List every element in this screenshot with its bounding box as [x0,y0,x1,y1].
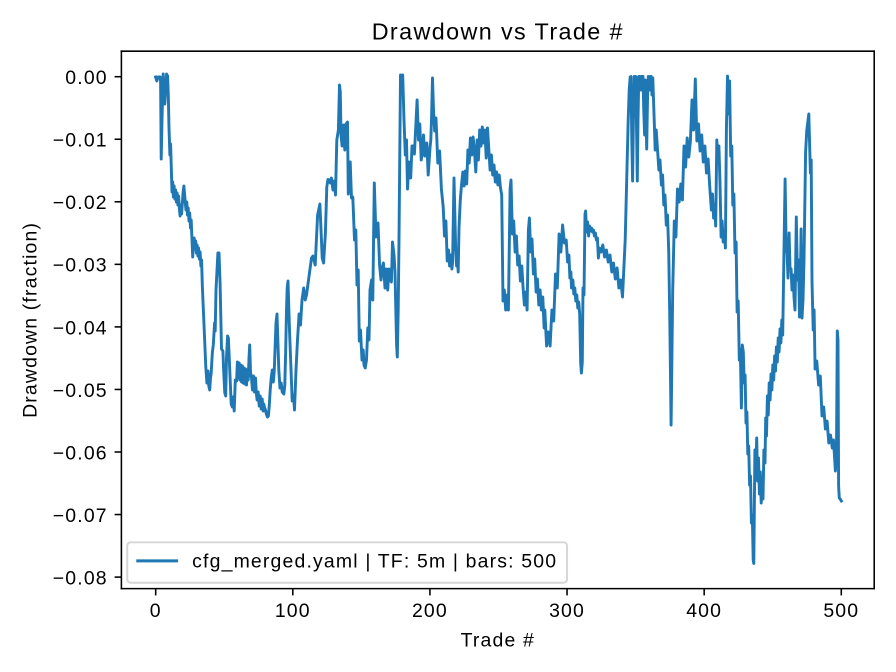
svg-text:−0.06: −0.06 [53,442,108,464]
svg-text:0.00: 0.00 [65,67,108,89]
svg-text:−0.04: −0.04 [53,317,108,339]
svg-text:300: 300 [549,600,585,622]
svg-text:−0.02: −0.02 [53,192,108,214]
svg-text:−0.08: −0.08 [53,567,108,589]
svg-text:Drawdown (fraction): Drawdown (fraction) [19,222,41,418]
svg-text:−0.07: −0.07 [53,505,108,527]
svg-text:Drawdown vs Trade #: Drawdown vs Trade # [372,19,624,45]
svg-text:−0.05: −0.05 [53,380,108,402]
svg-text:Trade #: Trade # [461,629,535,651]
svg-text:−0.03: −0.03 [53,255,108,277]
svg-text:400: 400 [686,600,722,622]
svg-text:200: 200 [412,600,448,622]
svg-text:500: 500 [823,600,859,622]
svg-text:cfg_merged.yaml | TF: 5m | bar: cfg_merged.yaml | TF: 5m | bars: 500 [192,551,557,573]
svg-text:−0.01: −0.01 [53,130,108,152]
svg-text:0: 0 [150,600,162,622]
svg-text:100: 100 [275,600,311,622]
